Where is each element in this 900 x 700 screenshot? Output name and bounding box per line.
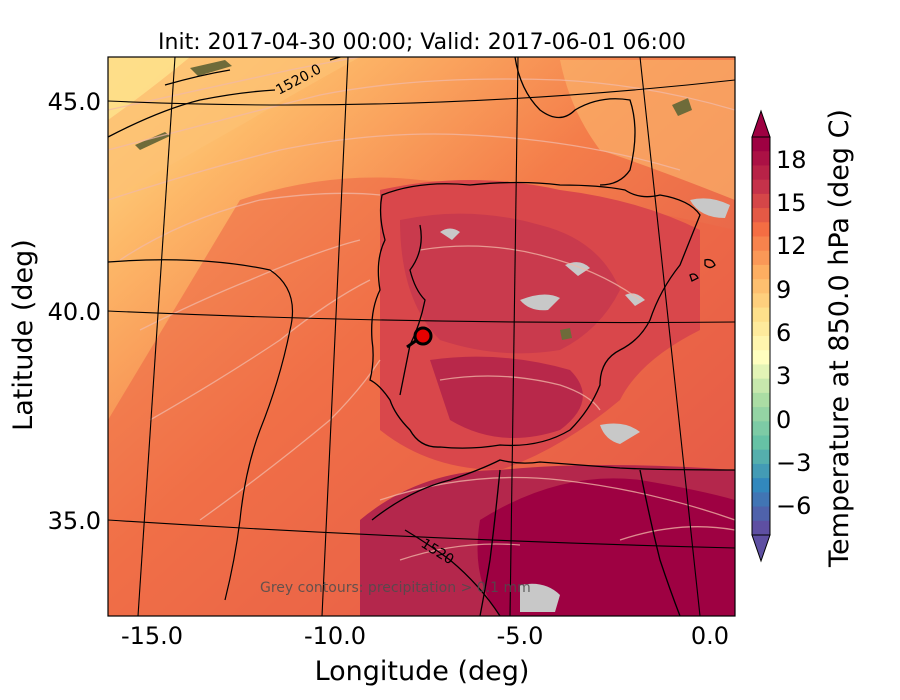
x-tick-label: 0.0 <box>691 622 729 650</box>
coastlines <box>369 57 735 616</box>
y-tick-label: 40.0 <box>48 298 101 326</box>
colorbar-ticks: 18 15 12 9 6 3 0 −3 −6 <box>776 146 811 520</box>
colorbar-band <box>752 165 770 181</box>
colorbar-band <box>752 236 770 252</box>
colorbar-band <box>752 478 770 493</box>
graticule <box>108 57 735 616</box>
trough-line <box>108 259 294 601</box>
colorbar-band <box>752 222 770 238</box>
map-frame <box>107 56 736 617</box>
colorbar-band <box>752 449 770 465</box>
colorbar-band <box>752 506 770 522</box>
precipitation-patches <box>440 198 730 612</box>
colorbar-band <box>752 378 770 394</box>
colorbar-tick-label: 3 <box>776 362 791 390</box>
colorbar-band <box>752 208 770 223</box>
colorbar-tick-label: 0 <box>776 406 791 434</box>
map-title: Init: 2017-04-30 00:00; Valid: 2017-06-0… <box>158 30 686 55</box>
pale-zone <box>108 57 190 120</box>
y-axis-label: Latitude (deg) <box>8 239 39 431</box>
x-axis-label: Longitude (deg) <box>315 656 530 687</box>
y-tick-label: 35.0 <box>48 507 101 535</box>
colorbar-band <box>752 407 770 422</box>
colorbar-tick-label: 6 <box>776 319 791 347</box>
colorbar-band <box>752 279 770 294</box>
colorbar-band <box>752 193 770 209</box>
colorbar-band <box>752 492 770 508</box>
marker-circle <box>413 326 433 346</box>
colorbar-frame <box>751 136 771 536</box>
colorbar-tick-label: 12 <box>776 232 807 260</box>
colorbar-band <box>752 137 770 152</box>
colorbar-tick-label: −6 <box>776 492 811 520</box>
geopotential-contours <box>108 57 501 616</box>
x-tick-label: -15.0 <box>121 622 183 650</box>
south-hottest-zone <box>477 478 735 616</box>
colorbar-band <box>752 307 770 323</box>
location-marker <box>406 326 433 349</box>
iberia-hot-zone <box>400 213 620 354</box>
colorbar-band <box>752 421 770 437</box>
colorbar-band <box>752 463 770 479</box>
colorbar: 18 15 12 9 6 3 0 −3 −6 <box>751 109 811 563</box>
y-tick-label: 45.0 <box>48 88 101 116</box>
colorbar-band <box>752 293 770 309</box>
colorbar-band <box>752 364 770 380</box>
colorbar-tick-label: 18 <box>776 146 807 174</box>
colorbar-tick-label: 9 <box>776 276 791 304</box>
colorbar-band <box>752 392 770 408</box>
y-axis: 45.0 40.0 35.0 <box>48 88 101 535</box>
colorbar-band <box>752 250 770 266</box>
x-tick-label: -5.0 <box>497 622 544 650</box>
colorbar-band <box>752 435 770 451</box>
x-axis: -15.0 -10.0 -5.0 0.0 <box>121 622 729 650</box>
colorbar-band <box>752 350 770 366</box>
precipitation-annotation: Grey contours: precipitation > 0.1 mm <box>260 580 531 596</box>
colorbar-band <box>752 264 770 280</box>
colorbar-band <box>752 520 770 536</box>
colorbar-tick-label: −3 <box>776 449 811 477</box>
colorbar-extend-top <box>751 109 771 138</box>
map-area: 1520.0 1520 <box>108 57 735 616</box>
colorbar-band <box>752 321 770 337</box>
colorbar-band <box>752 151 770 167</box>
x-tick-label: -10.0 <box>304 622 366 650</box>
colorbar-bands <box>752 137 770 536</box>
colorbar-band <box>752 336 770 351</box>
colorbar-tick-label: 15 <box>776 189 807 217</box>
colorbar-label: Temperature at 850.0 hPa (deg C) <box>824 109 855 568</box>
colorbar-extend-bottom <box>751 534 771 563</box>
cool-zone <box>108 57 360 200</box>
colorbar-band <box>752 179 770 195</box>
